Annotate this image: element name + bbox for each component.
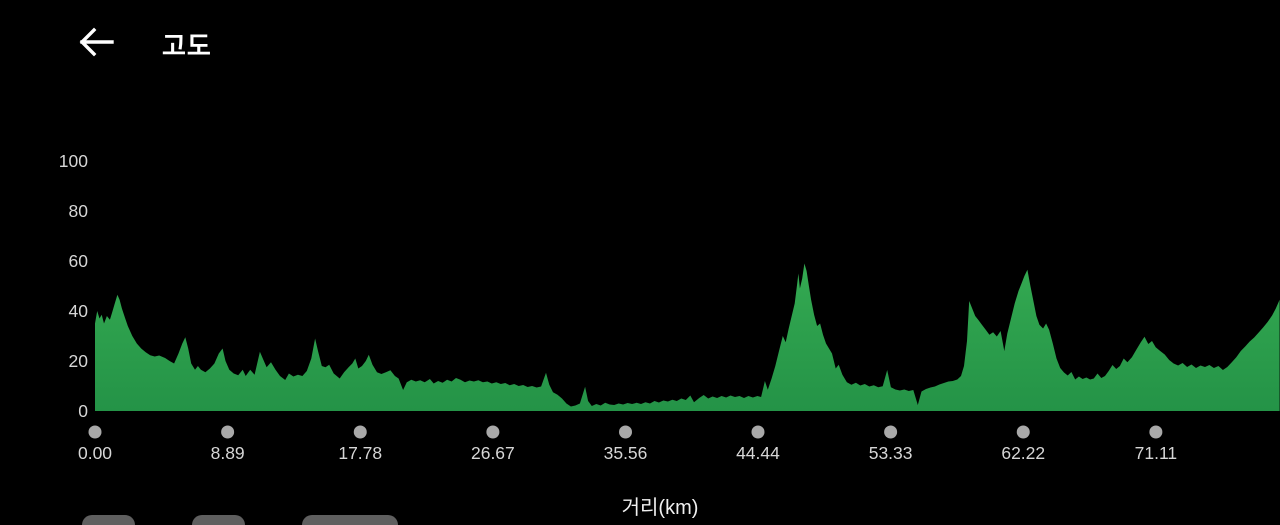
bottom-chip-3[interactable] — [302, 515, 398, 525]
x-axis-tick-label: 8.89 — [211, 443, 245, 463]
x-axis-tick-label: 44.44 — [736, 443, 780, 463]
x-axis-tick-dot — [1016, 425, 1030, 439]
y-axis-tick-label: 0 — [78, 401, 88, 421]
back-button[interactable] — [74, 20, 118, 64]
x-axis-tick-label: 35.56 — [604, 443, 648, 463]
x-axis-tick-label: 71.11 — [1135, 443, 1178, 463]
bottom-chip-2[interactable] — [192, 515, 245, 525]
elevation-area-series — [95, 263, 1280, 411]
bottom-chip-1[interactable] — [82, 515, 135, 525]
top-bar: 고도 — [0, 0, 1280, 70]
x-axis-tick-dot — [221, 425, 235, 439]
x-axis-tick-label: 0.00 — [78, 443, 112, 463]
x-axis-title: 거리(km) — [621, 497, 699, 519]
x-axis-tick-dot — [88, 425, 102, 439]
x-axis-tick-dot — [486, 425, 500, 439]
page-title: 고도 — [162, 31, 212, 61]
x-axis-tick-label: 17.78 — [338, 443, 382, 463]
y-axis-tick-label: 60 — [69, 251, 89, 271]
x-axis-tick-dot — [1149, 425, 1163, 439]
x-axis-tick-dot — [619, 425, 633, 439]
x-axis-tick-dot — [353, 425, 367, 439]
x-axis-tick-dot — [884, 425, 898, 439]
back-arrow-icon — [79, 27, 114, 57]
y-axis-tick-label: 20 — [69, 351, 89, 371]
x-axis-tick-dot — [751, 425, 765, 439]
y-axis-tick-label: 40 — [69, 301, 89, 321]
x-axis-tick-label: 26.67 — [471, 443, 515, 463]
x-axis-tick-label: 62.22 — [1001, 443, 1045, 463]
x-axis-tick-label: 53.33 — [869, 443, 913, 463]
y-axis-tick-label: 80 — [69, 201, 89, 221]
y-axis-tick-label: 100 — [59, 151, 88, 171]
